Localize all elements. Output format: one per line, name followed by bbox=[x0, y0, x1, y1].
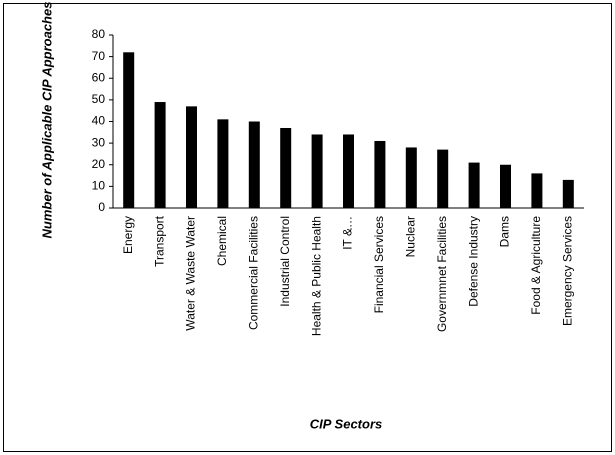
x-tick-label: Health & Public Health bbox=[309, 216, 323, 336]
x-tick-label: Financial Services bbox=[372, 216, 386, 313]
y-tick-label: 20 bbox=[92, 157, 106, 171]
x-tick-label: Defense Industry bbox=[466, 216, 480, 307]
y-tick-label: 60 bbox=[92, 70, 106, 84]
bar bbox=[437, 149, 449, 208]
bar bbox=[500, 164, 511, 208]
x-tick-label: Water & Waste Water bbox=[184, 216, 198, 331]
x-tick-label: Commercial Facilities bbox=[246, 216, 260, 330]
x-tick-label: Nuclear bbox=[403, 216, 417, 257]
x-tick-label: Chemical bbox=[215, 216, 229, 266]
bar bbox=[311, 134, 323, 208]
bar bbox=[562, 179, 574, 208]
bar bbox=[343, 134, 354, 208]
y-tick-label: 10 bbox=[92, 179, 106, 193]
bar bbox=[154, 102, 166, 208]
x-tick-label: IT &… bbox=[341, 216, 355, 250]
y-axis-title: Number of Applicable CIP Approaches bbox=[39, 2, 54, 239]
bar bbox=[468, 162, 480, 208]
y-tick-label: 70 bbox=[92, 49, 106, 63]
bar bbox=[123, 52, 135, 208]
bar bbox=[186, 106, 197, 208]
bar bbox=[531, 173, 543, 208]
x-tick-label: Food & Agriculture bbox=[529, 216, 543, 315]
chart-border bbox=[3, 3, 612, 452]
bar bbox=[374, 140, 386, 208]
y-tick-label: 0 bbox=[98, 200, 105, 214]
x-tick-label: Industrial Control bbox=[278, 216, 292, 307]
y-tick-label: 80 bbox=[92, 27, 106, 41]
x-tick-label: Transport bbox=[152, 215, 166, 267]
x-tick-label: Governmnet Facilities bbox=[435, 216, 449, 332]
bar bbox=[248, 121, 260, 208]
bar bbox=[405, 147, 417, 208]
x-tick-label: Energy bbox=[121, 216, 135, 254]
x-tick-label: Dams bbox=[498, 216, 512, 247]
bar bbox=[217, 119, 229, 208]
bar bbox=[280, 127, 292, 208]
y-tick-label: 40 bbox=[92, 114, 106, 128]
x-tick-label: Emergency Services bbox=[560, 216, 574, 326]
x-axis-title: CIP Sectors bbox=[310, 416, 383, 431]
y-tick-label: 30 bbox=[92, 135, 106, 149]
y-tick-label: 50 bbox=[92, 92, 106, 106]
